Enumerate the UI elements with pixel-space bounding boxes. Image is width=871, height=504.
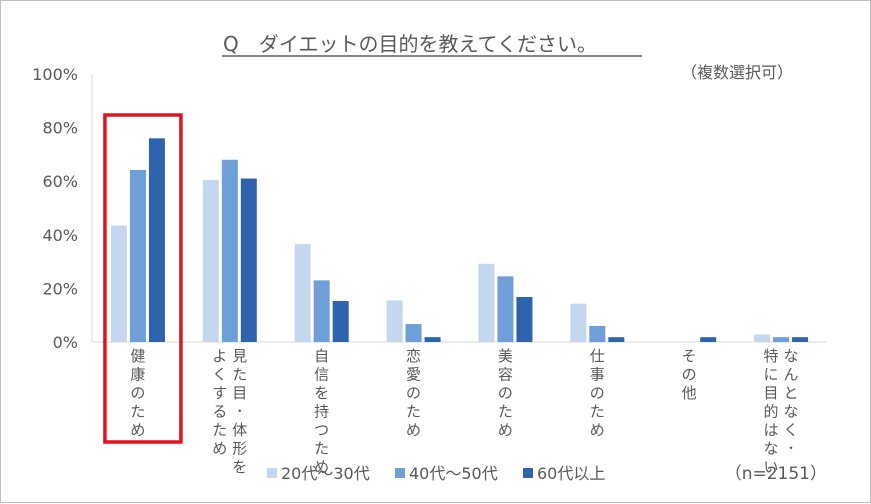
x-tick-label-char: よ xyxy=(212,347,227,365)
x-tick-label-char: く xyxy=(212,366,227,384)
x-tick-label-char: 特 xyxy=(764,347,779,365)
x-tick-label-char: 形 xyxy=(232,440,247,458)
y-tick-label: 0% xyxy=(53,333,78,352)
x-tick-label-char: を xyxy=(314,384,329,402)
x-tick-label-char: た xyxy=(212,421,227,439)
bar xyxy=(129,169,146,342)
bar xyxy=(792,337,809,342)
x-tick-label-char: す xyxy=(212,384,227,402)
x-tick-label-char: 美 xyxy=(498,347,513,365)
bar xyxy=(332,300,349,342)
x-tick-label-char: ･ xyxy=(236,403,244,421)
legend-swatch xyxy=(523,468,533,478)
x-tick-label-char: た xyxy=(590,403,605,421)
x-tick-label-char: に xyxy=(764,366,779,384)
x-tick-label-char: な xyxy=(764,440,779,458)
x-tick-label-char: 目 xyxy=(764,384,779,402)
x-tick-label-char: 事 xyxy=(590,366,605,384)
y-tick-label: 40% xyxy=(42,226,78,245)
x-tick-label-char: 他 xyxy=(682,384,697,402)
bar xyxy=(202,179,219,342)
legend-label: 20代～30代 xyxy=(281,464,370,483)
x-tick-label-char: ん xyxy=(784,366,799,384)
bar xyxy=(516,296,533,342)
bar xyxy=(405,324,422,342)
x-tick-label-char: と xyxy=(784,384,799,402)
bar xyxy=(754,334,771,342)
x-tick-label-char: 的 xyxy=(764,403,779,421)
x-tick-label-char: め xyxy=(590,421,605,439)
legend-swatch xyxy=(267,468,277,478)
x-tick-label-char: め xyxy=(130,421,145,439)
x-tick-label-char: の xyxy=(682,366,697,384)
x-tick-label-char: 信 xyxy=(314,366,329,384)
x-tick-label-char: の xyxy=(590,384,605,402)
x-tick-label-char: を xyxy=(232,458,247,476)
x-tick-label-char: 康 xyxy=(130,366,145,384)
bar xyxy=(497,276,514,342)
x-tick-label-char: た xyxy=(406,403,421,421)
bar xyxy=(240,178,257,342)
x-tick-label-char: た xyxy=(498,403,513,421)
x-tick-label-char: く xyxy=(784,421,799,439)
bar xyxy=(386,300,403,342)
x-tick-label-char: の xyxy=(406,384,421,402)
bar xyxy=(570,303,587,342)
x-tick-label-char: な xyxy=(784,403,799,421)
x-tick-label-char: め xyxy=(212,440,227,458)
bar xyxy=(221,159,238,342)
x-tick-label-char: 仕 xyxy=(590,347,605,365)
bar xyxy=(110,225,127,342)
y-tick-label: 60% xyxy=(42,172,78,191)
x-tick-label-char: ･ xyxy=(787,440,795,458)
x-tick-label-char: た xyxy=(314,440,329,458)
x-tick-label-char: 体 xyxy=(232,421,247,439)
legend-swatch xyxy=(395,468,405,478)
bar xyxy=(294,244,311,342)
x-tick-label-char: め xyxy=(406,421,421,439)
x-tick-label-char: め xyxy=(498,421,513,439)
x-tick-label-char: る xyxy=(212,403,227,421)
x-tick-label-char: の xyxy=(130,384,145,402)
x-tick-label-char: は xyxy=(764,421,779,439)
bar xyxy=(773,337,790,342)
x-tick-label-char: の xyxy=(498,384,513,402)
chart-title: Q ダイエットの目的を教えてください。 xyxy=(223,32,597,56)
x-tick-label-char: 恋 xyxy=(406,347,421,365)
x-tick-label-char: い xyxy=(764,458,779,476)
x-tick-label-char: な xyxy=(784,347,799,365)
legend-label: 40代～50代 xyxy=(409,464,498,483)
y-tick-label: 80% xyxy=(42,119,78,138)
x-tick-label-char: 見 xyxy=(232,347,247,365)
bar xyxy=(424,337,441,342)
bar xyxy=(700,337,717,342)
y-tick-label: 100% xyxy=(32,65,78,84)
x-tick-label-char: 持 xyxy=(314,403,329,421)
chart-subtitle: （複数選択可） xyxy=(681,63,793,82)
x-tick-label-char: 目 xyxy=(232,384,247,402)
x-tick-label-char: 容 xyxy=(498,366,513,384)
x-tick-label-char: そ xyxy=(682,347,697,365)
x-tick-label-char: つ xyxy=(314,421,329,439)
x-tick-label-char: た xyxy=(130,403,145,421)
legend: 20代～30代 40代～50代 60代以上 xyxy=(267,464,605,483)
x-tick-label-char: た xyxy=(232,366,247,384)
bar xyxy=(589,325,606,342)
legend-label: 60代以上 xyxy=(537,464,605,483)
plot-area: 0%20%40%60%80%100%健康のため見た目･体形をよくするため自信を持… xyxy=(32,65,827,476)
x-tick-label-char: 自 xyxy=(314,347,329,365)
bar xyxy=(313,280,330,342)
bar xyxy=(608,337,625,342)
x-tick-label-char: 愛 xyxy=(406,366,421,384)
sample-size-note: （n=2151） xyxy=(725,464,827,484)
bar xyxy=(478,263,495,342)
x-tick-label-char: 健 xyxy=(130,347,145,365)
highlight-box xyxy=(103,113,183,444)
bar xyxy=(148,138,165,342)
y-tick-label: 20% xyxy=(42,279,78,298)
x-tick-label-char: め xyxy=(314,458,329,476)
